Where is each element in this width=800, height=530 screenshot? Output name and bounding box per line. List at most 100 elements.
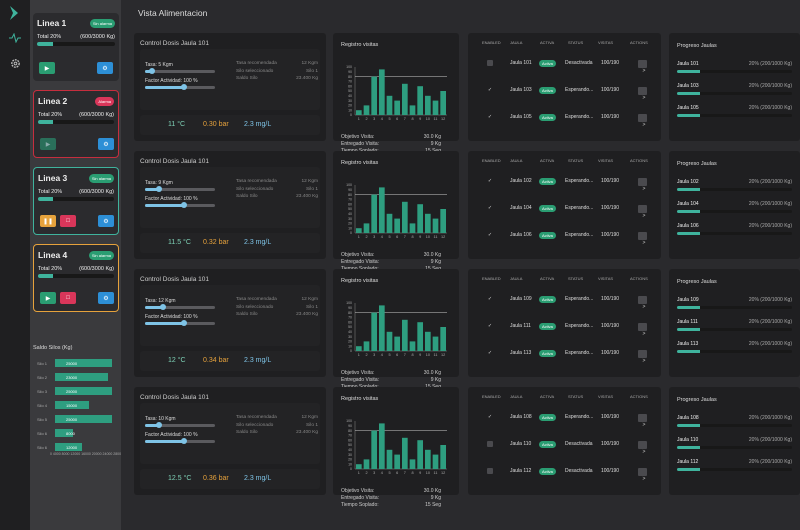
control-info: Tasa recomendada 12 Kgm Silo seleccionado S… bbox=[236, 415, 318, 438]
tasa-rec-value: 12 Kgm bbox=[301, 61, 318, 66]
status-badge: Sin alarma bbox=[88, 251, 114, 260]
tasa-slider[interactable] bbox=[145, 186, 215, 192]
action-button[interactable]: > bbox=[638, 441, 647, 455]
action-button[interactable]: > bbox=[638, 468, 647, 482]
line-card-1[interactable]: Linea 1 Sin alarma Total 20% (600/3000 Kg… bbox=[33, 13, 119, 81]
settings-button[interactable]: ⚙ bbox=[98, 215, 114, 227]
progress-row: Jaula 108 20% (200/1000 Kg) bbox=[677, 415, 792, 427]
stop-button[interactable]: □ bbox=[60, 292, 76, 304]
x-tick-label: 1 bbox=[358, 117, 360, 121]
line-card-2[interactable]: Linea 2 Alarma Total 20% (600/3000 Kg) ▶ … bbox=[33, 90, 119, 158]
pause-button[interactable]: ❚❚ bbox=[40, 215, 56, 227]
action-button[interactable]: > bbox=[638, 232, 647, 246]
play-button[interactable]: ▶ bbox=[39, 62, 55, 74]
tasa-slider[interactable] bbox=[145, 304, 215, 310]
jaula-name: Jaula 109 bbox=[677, 297, 699, 303]
slider-thumb[interactable] bbox=[180, 438, 187, 444]
saldo-value: 23.400 Kg bbox=[296, 430, 318, 435]
jaula-name: Jaula 109 bbox=[510, 296, 532, 302]
visit-bar bbox=[440, 91, 446, 115]
objetivo-label: Objetivo Visita: bbox=[341, 488, 375, 494]
table-header: VISITAS bbox=[598, 394, 614, 399]
x-tick-label: 8 bbox=[411, 471, 413, 475]
line-card-4[interactable]: Linea 4 Sin alarma Total 20% (600/3000 Kg… bbox=[33, 244, 119, 312]
enabled-checkbox[interactable]: ✓ bbox=[487, 232, 493, 238]
tiempo-value: 15 Seg bbox=[425, 502, 441, 508]
measurements: 11.5 °C 0.32 bar 2.3 mg/L bbox=[140, 233, 320, 253]
enabled-checkbox[interactable]: ✓ bbox=[487, 323, 493, 329]
visit-bar bbox=[394, 454, 400, 469]
factor-slider[interactable] bbox=[145, 84, 215, 90]
tasa-slider[interactable] bbox=[145, 68, 215, 74]
enabled-checkbox[interactable]: ✓ bbox=[487, 414, 493, 420]
slider-thumb[interactable] bbox=[180, 320, 187, 326]
play-button[interactable]: ▶ bbox=[40, 138, 56, 150]
tasa-rec-label: Tasa recomendada bbox=[236, 61, 277, 66]
action-button[interactable]: > bbox=[638, 87, 647, 101]
gear-icon[interactable] bbox=[6, 54, 24, 72]
slider-thumb[interactable] bbox=[149, 68, 155, 74]
action-button[interactable]: > bbox=[638, 414, 647, 428]
silo-label: Silo 6 bbox=[37, 445, 48, 450]
enabled-checkbox[interactable]: ✓ bbox=[487, 178, 493, 184]
factor-slider[interactable] bbox=[145, 202, 215, 208]
table-header: ENABLED bbox=[482, 40, 501, 45]
jaulas-table-panel: ENABLED JAULA ACTIVA STATUS VISITAS ACTIONS ✓ J… bbox=[468, 387, 661, 495]
slider-thumb[interactable] bbox=[159, 304, 166, 310]
tasa-rec-label: Tasa recomendada bbox=[236, 297, 277, 302]
settings-button[interactable]: ⚙ bbox=[98, 292, 114, 304]
factor-slider[interactable] bbox=[145, 438, 215, 444]
visit-bar bbox=[356, 464, 362, 469]
slider-thumb[interactable] bbox=[180, 202, 187, 208]
action-button[interactable]: > bbox=[638, 178, 647, 192]
chart-info: Objetivo Visita: 30.0 Kg Entregado Visita:… bbox=[341, 488, 441, 509]
activa-badge: Activa bbox=[539, 232, 556, 239]
action-button[interactable]: > bbox=[638, 323, 647, 337]
progress-jaulas-panel: Progreso Jaulas Jaula 101 20% (200/1000 Kg… bbox=[669, 33, 800, 141]
action-button[interactable]: > bbox=[638, 205, 647, 219]
slider-thumb[interactable] bbox=[156, 422, 162, 428]
measurements: 12.5 °C 0.36 bar 2.3 mg/L bbox=[140, 469, 320, 489]
visit-bar bbox=[425, 449, 431, 469]
control-box: Tasa: 12 Kgm Factor Actividad: 100 % Tasa … bbox=[140, 285, 320, 346]
enabled-checkbox[interactable] bbox=[487, 468, 493, 474]
x-tick-label: 12 bbox=[441, 471, 445, 475]
settings-button[interactable]: ⚙ bbox=[98, 138, 114, 150]
enabled-checkbox[interactable]: ✓ bbox=[487, 87, 493, 93]
logo-chevron-icon[interactable] bbox=[6, 4, 24, 22]
chevron-right-icon: > bbox=[642, 186, 646, 192]
table-header: ACTIONS bbox=[630, 40, 648, 45]
tasa-label: Tasa: 10 Kgm bbox=[145, 416, 176, 422]
progress-value: 20% (200/1000 Kg) bbox=[748, 341, 792, 347]
play-button[interactable]: ▶ bbox=[40, 292, 56, 304]
action-button[interactable]: > bbox=[638, 114, 647, 128]
factor-slider[interactable] bbox=[145, 320, 215, 326]
x-tick-label: 10 bbox=[426, 117, 430, 121]
status-text: Esperando... bbox=[565, 414, 594, 420]
stop-button[interactable]: □ bbox=[60, 215, 76, 227]
action-button[interactable]: > bbox=[638, 350, 647, 364]
table-header: JAULA bbox=[510, 158, 523, 163]
enabled-checkbox[interactable]: ✓ bbox=[487, 205, 493, 211]
slider-thumb[interactable] bbox=[156, 186, 162, 192]
table-header: ACTIONS bbox=[630, 276, 648, 281]
x-tick-label: 11 bbox=[434, 117, 438, 121]
enabled-checkbox[interactable]: ✓ bbox=[487, 296, 493, 302]
line-card-3[interactable]: Linea 3 Sin alarma Total 20% (600/3000 Kg… bbox=[33, 167, 119, 235]
enabled-checkbox[interactable] bbox=[487, 441, 493, 447]
total-progress bbox=[38, 120, 114, 124]
x-tick-label: 1 bbox=[358, 471, 360, 475]
action-button[interactable]: > bbox=[638, 296, 647, 310]
silo-value: 25000 bbox=[66, 388, 78, 394]
enabled-checkbox[interactable]: ✓ bbox=[487, 350, 493, 356]
action-button[interactable]: > bbox=[638, 60, 647, 74]
enabled-checkbox[interactable]: ✓ bbox=[487, 114, 493, 120]
enabled-checkbox[interactable] bbox=[487, 60, 493, 66]
settings-button[interactable]: ⚙ bbox=[97, 62, 113, 74]
activity-icon[interactable] bbox=[6, 29, 24, 47]
slider-thumb[interactable] bbox=[180, 84, 187, 90]
progress-row: Jaula 111 20% (200/1000 Kg) bbox=[677, 319, 792, 331]
visit-bar bbox=[425, 95, 431, 115]
x-tick-label: 5 bbox=[388, 353, 390, 357]
tasa-slider[interactable] bbox=[145, 422, 215, 428]
